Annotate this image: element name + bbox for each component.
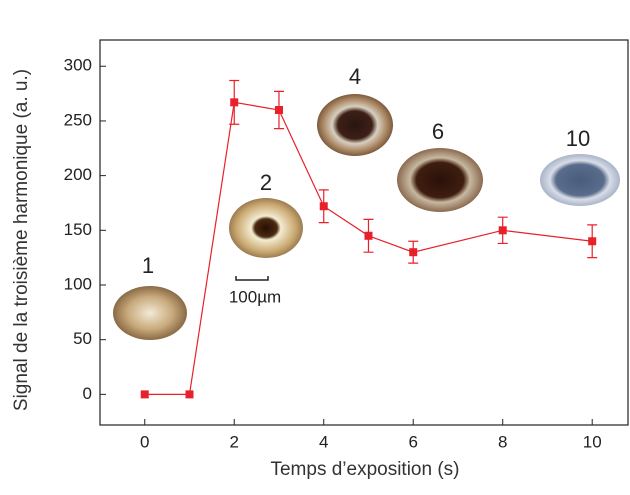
y-tick-label: 300 (64, 56, 92, 75)
data-point (274, 106, 283, 114)
y-tick-label: 50 (73, 329, 92, 348)
x-tick-label: 8 (498, 432, 507, 451)
micrograph (540, 154, 620, 206)
data-point (319, 202, 328, 211)
data-point (498, 226, 507, 235)
micrograph (113, 286, 187, 340)
x-tick-label: 4 (319, 432, 328, 451)
x-tick-label: 6 (408, 432, 417, 451)
data-point (230, 98, 239, 107)
micrograph (229, 198, 303, 258)
annotation: 4 (349, 64, 361, 89)
y-tick-label: 0 (83, 384, 92, 403)
annotation: 6 (432, 119, 444, 144)
x-tick-label: 2 (230, 432, 239, 451)
y-tick-label: 100 (64, 274, 92, 293)
plot-frame (99, 39, 629, 426)
x-tick-label: 0 (140, 432, 149, 451)
micrographs (113, 94, 620, 340)
data-point (409, 248, 418, 257)
micrograph (317, 94, 393, 156)
micrograph (397, 148, 483, 212)
annotation: 10 (566, 126, 590, 151)
scale-bar-label: 100µm (229, 287, 281, 306)
data-point (140, 390, 149, 399)
annotation: 1 (142, 253, 154, 278)
scale-bar (235, 276, 269, 281)
data-point (364, 231, 373, 240)
annotation: 2 (260, 170, 272, 195)
y-tick-label: 150 (64, 220, 92, 239)
y-axis-label: Signal de la troisième harmonique (a. u.… (11, 69, 32, 411)
y-tick-label: 200 (64, 165, 92, 184)
data-point (588, 237, 597, 246)
x-axis-label: Temps d’exposition (s) (270, 459, 459, 480)
y-tick-label: 250 (64, 110, 92, 129)
x-tick-label: 10 (583, 432, 602, 451)
data-point (185, 390, 194, 399)
